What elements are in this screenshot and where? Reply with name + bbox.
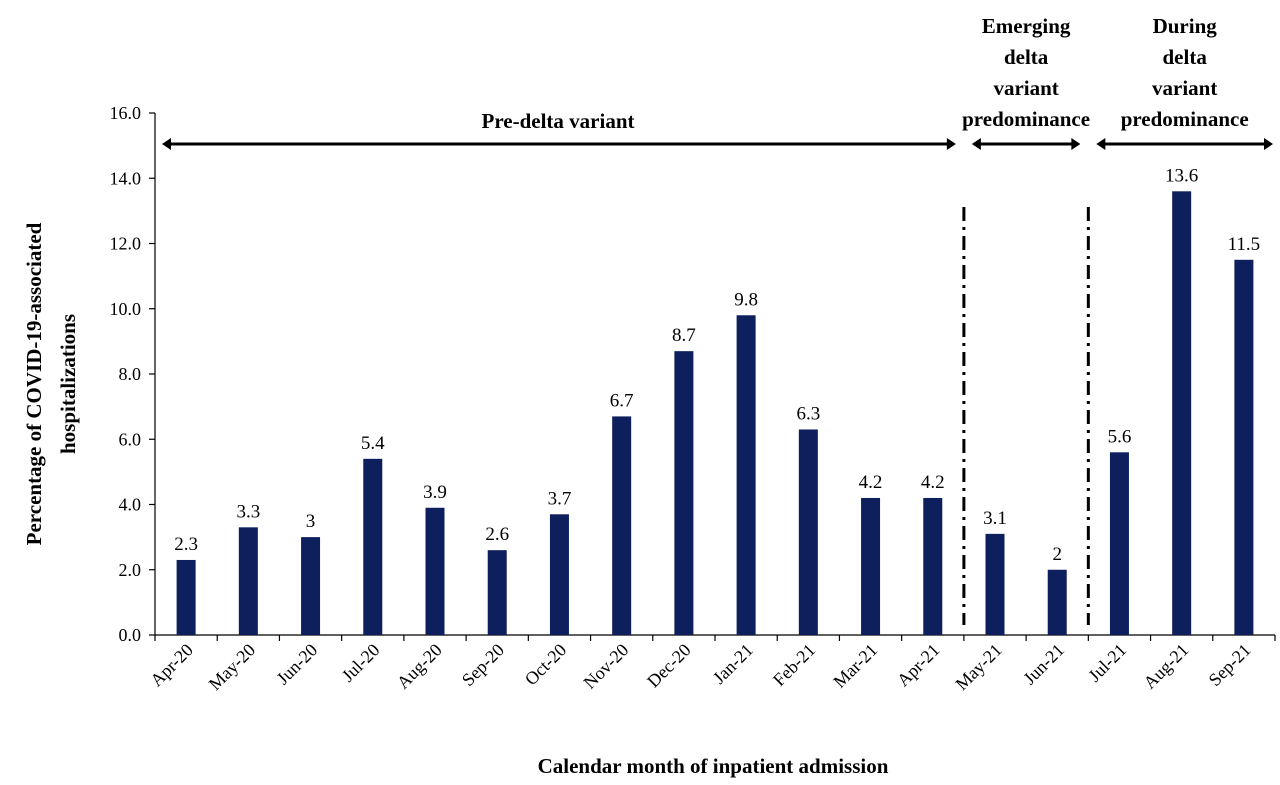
bar: [1172, 191, 1192, 636]
x-tick-label: Apr-21: [893, 640, 944, 691]
period-annotations: Pre-delta variant Emerging delta variant pre…: [162, 14, 1273, 150]
data-label: 2: [1052, 544, 1062, 565]
data-label: 9.8: [734, 289, 758, 310]
period-label-line: predominance: [1121, 107, 1249, 131]
bar: [923, 497, 943, 635]
x-tick-label: Jul-21: [1084, 640, 1130, 686]
data-label: 2.6: [485, 524, 509, 545]
period-label-line: Pre-delta variant: [482, 109, 635, 133]
bar: [425, 507, 445, 635]
period-label-line: delta: [1163, 45, 1208, 69]
y-tick-label: 14.0: [110, 168, 142, 188]
y-tick-label: 0.0: [119, 625, 142, 645]
y-axis-title: Percentage of COVID-19-associated hospita…: [22, 222, 80, 545]
y-tick-label: 4.0: [119, 495, 142, 515]
bar: [612, 416, 632, 635]
data-label: 5.4: [361, 433, 385, 454]
period-label-line: predominance: [962, 107, 1090, 131]
x-tick-label: May-20: [205, 640, 259, 694]
bar: [1047, 569, 1067, 635]
x-tick-label: Feb-21: [769, 640, 819, 690]
x-tick-label: Jun-21: [1019, 640, 1068, 689]
arrowhead-left: [971, 138, 981, 150]
y-tick-label: 12.0: [110, 234, 142, 254]
x-tick-label: Nov-20: [579, 640, 632, 693]
x-axis: Apr-20 May-20 Jun-20 Jul-20 Aug-20 Sep-20 Oct-…: [146, 634, 1276, 694]
period-label-line: delta: [1004, 45, 1049, 69]
bar: [674, 351, 694, 635]
x-tick-label: Aug-21: [1139, 640, 1192, 693]
bar: [238, 527, 258, 635]
data-label: 3.3: [236, 501, 260, 522]
period-annotation: During delta variant predominance: [1096, 14, 1273, 150]
bar: [176, 559, 196, 635]
arrowhead-left: [162, 138, 171, 150]
y-axis-title-line: hospitalizations: [56, 314, 80, 454]
data-label: 4.2: [921, 472, 945, 493]
x-tick-label: Sep-20: [458, 640, 508, 690]
bar: [487, 550, 507, 635]
bar: [861, 497, 881, 635]
y-axis: 0.0 2.0 4.0 6.0 8.0 10.0 12.0 14.0 16.0: [110, 103, 156, 645]
y-tick-label: 2.0: [119, 560, 142, 580]
period-dividers: [962, 207, 1090, 625]
period-label-line: Emerging: [982, 14, 1071, 38]
data-label: 3.1: [983, 508, 1007, 529]
y-tick-label: 6.0: [119, 429, 142, 449]
bars: 2.3 3.3 3 5.4 3.9 2.6 3.7 6.7 8.7 9.8 6.3 4.2 4.2 3.1…: [174, 165, 1261, 636]
data-label: 2.3: [174, 534, 198, 555]
period-label-line: variant: [1152, 76, 1217, 100]
arrowhead-left: [1096, 138, 1106, 150]
y-tick-label: 8.0: [119, 364, 142, 384]
data-label: 6.7: [610, 390, 634, 411]
data-label: 11.5: [1228, 234, 1261, 255]
arrowhead-right: [1264, 138, 1273, 150]
x-tick-label: Jul-20: [338, 640, 384, 686]
bar: [985, 533, 1005, 635]
x-tick-label: Jun-20: [273, 640, 322, 689]
period-label-line: variant: [993, 76, 1058, 100]
data-label: 3: [306, 511, 316, 532]
bar: [798, 429, 818, 635]
period-annotation: Emerging delta variant predominance: [962, 14, 1090, 150]
data-label: 5.6: [1108, 426, 1132, 447]
data-label: 3.7: [548, 488, 572, 509]
x-axis-title: Calendar month of inpatient admission: [538, 754, 889, 778]
data-label: 3.9: [423, 482, 447, 503]
bar: [1234, 259, 1254, 635]
bar: [301, 537, 321, 635]
data-label: 13.6: [1165, 165, 1198, 186]
arrowhead-right: [946, 138, 956, 150]
x-tick-label: May-21: [951, 640, 1005, 694]
y-tick-label: 10.0: [110, 299, 142, 319]
x-tick-label: Apr-20: [146, 640, 197, 691]
y-tick-label: 16.0: [110, 103, 142, 123]
x-tick-label: Jan-21: [709, 640, 757, 688]
x-tick-label: Mar-21: [829, 640, 881, 692]
x-tick-label: Sep-21: [1205, 640, 1255, 690]
data-label: 6.3: [796, 403, 820, 424]
data-label: 4.2: [859, 472, 883, 493]
arrowhead-right: [1071, 138, 1081, 150]
bar: [736, 315, 756, 635]
x-tick-label: Aug-20: [393, 640, 446, 693]
data-label: 8.7: [672, 325, 696, 346]
bar: [1109, 452, 1129, 635]
bar: [549, 514, 569, 635]
x-tick-label: Oct-20: [521, 640, 570, 689]
bar: [363, 458, 383, 635]
x-tick-label: Dec-20: [643, 640, 695, 692]
period-label-line: During: [1153, 14, 1218, 38]
period-annotation: Pre-delta variant: [162, 109, 956, 150]
y-axis-title-line: Percentage of COVID-19-associated: [22, 222, 46, 545]
